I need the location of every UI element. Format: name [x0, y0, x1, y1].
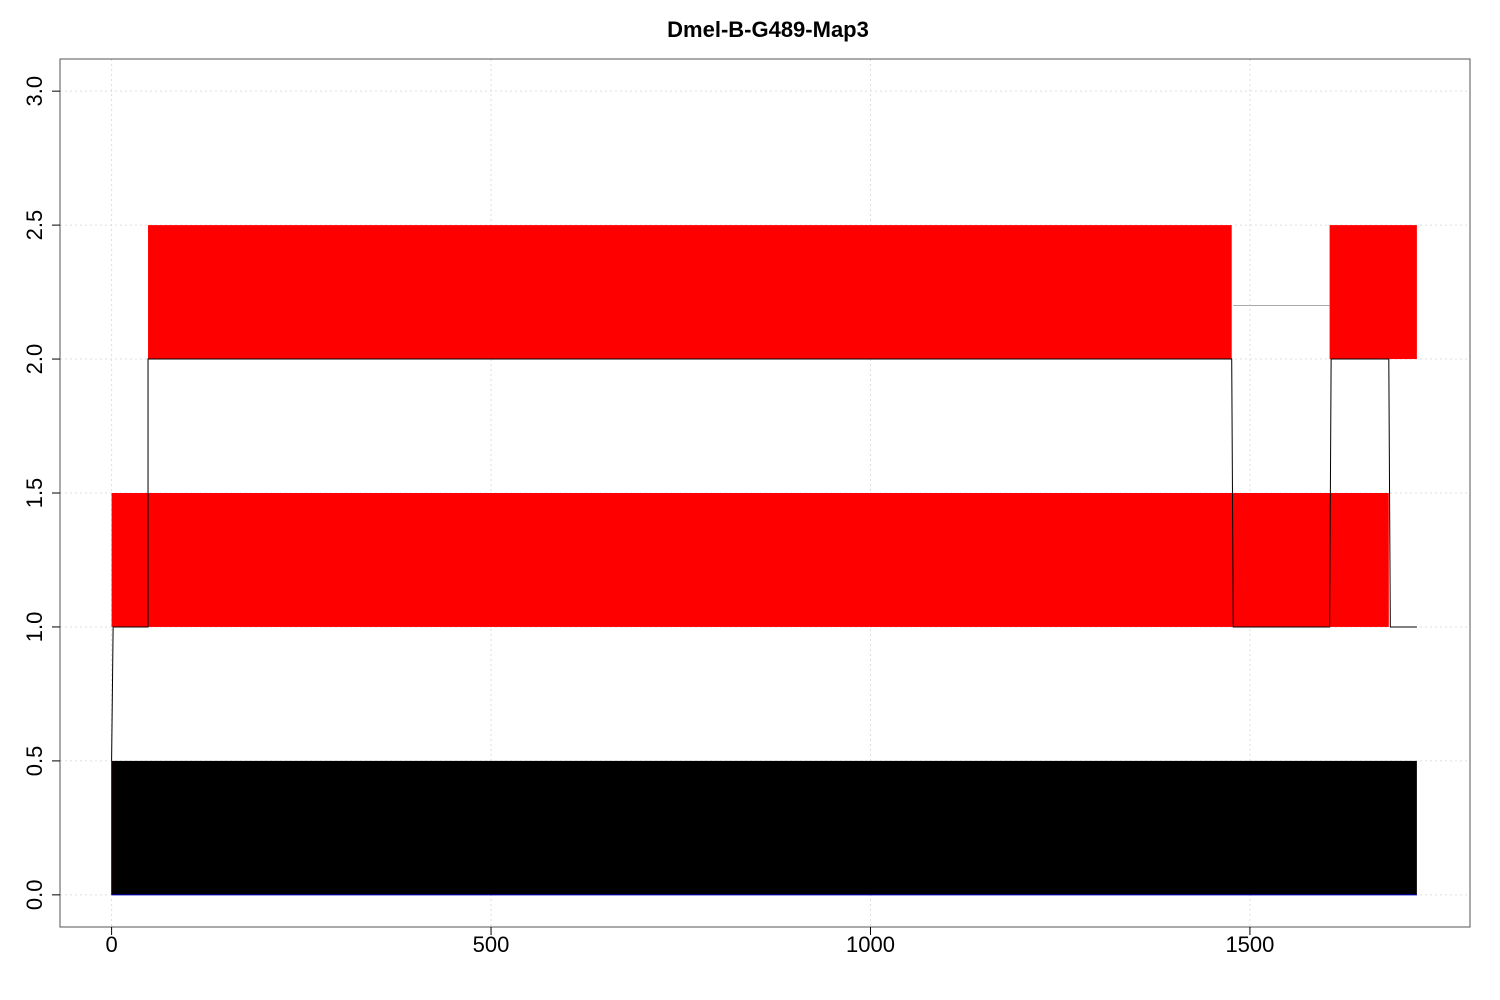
x-tick-label-2: 1000: [846, 932, 895, 957]
data-bands: [111, 225, 1417, 895]
band-0-segment-0: [111, 760, 1417, 895]
x-tick-label-1: 500: [473, 932, 510, 957]
x-tick-label-0: 0: [105, 932, 117, 957]
y-tick-label-6: 3.0: [22, 76, 47, 107]
y-tick-label-2: 1.0: [22, 612, 47, 643]
y-tick-label-4: 2.0: [22, 344, 47, 375]
x-tick-label-3: 1500: [1225, 932, 1274, 957]
y-tick-label-1: 0.5: [22, 746, 47, 777]
y-tick-label-0: 0.0: [22, 880, 47, 911]
y-tick-label-5: 2.5: [22, 210, 47, 241]
y-tick-label-3: 1.5: [22, 478, 47, 509]
outline-line: [111, 358, 1417, 761]
data-lines: [111, 304, 1417, 896]
y-axis: 0.0 0.5 1.0 1.5 2.0 2.5 3.0: [22, 76, 60, 910]
chart-title: Dmel-B-G489-Map3: [667, 17, 869, 42]
x-axis: 0 500 1000 1500: [105, 927, 1274, 957]
band-2-segment-1: [1329, 225, 1417, 360]
band-2-segment-0: [148, 225, 1232, 360]
band-1-segment-0: [111, 493, 1389, 627]
